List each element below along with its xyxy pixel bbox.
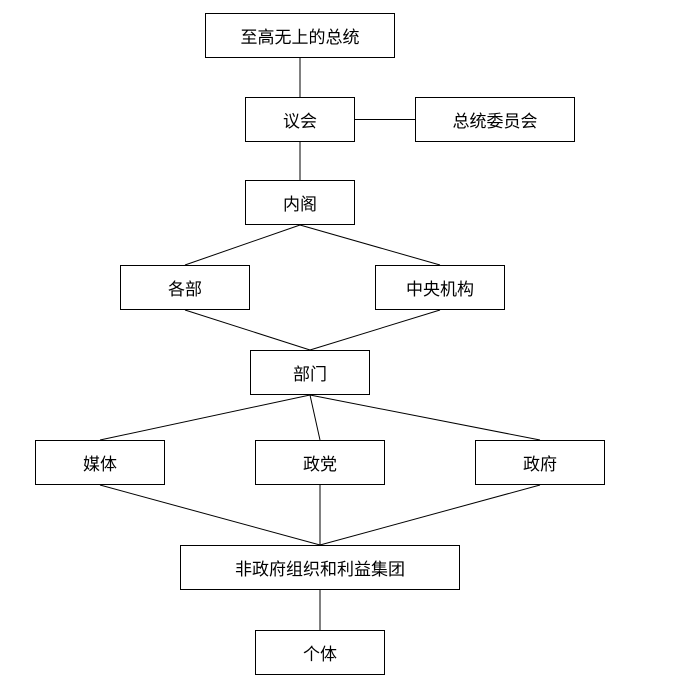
node-label: 至高无上的总统 [241, 23, 360, 48]
node-label: 个体 [303, 640, 337, 665]
node-cabinet: 内阁 [245, 180, 355, 225]
node-ministries: 各部 [120, 265, 250, 310]
node-label: 媒体 [83, 450, 117, 475]
node-central: 中央机构 [375, 265, 505, 310]
node-committee: 总统委员会 [415, 97, 575, 142]
node-label: 各部 [168, 275, 202, 300]
node-label: 内阁 [283, 190, 317, 215]
node-label: 中央机构 [406, 275, 474, 300]
node-label: 政府 [523, 450, 557, 475]
node-media: 媒体 [35, 440, 165, 485]
node-parliament: 议会 [245, 97, 355, 142]
node-label: 总统委员会 [453, 107, 538, 132]
node-label: 非政府组织和利益集团 [235, 555, 405, 580]
node-label: 政党 [303, 450, 337, 475]
node-label: 部门 [293, 360, 327, 385]
node-department: 部门 [250, 350, 370, 395]
node-government: 政府 [475, 440, 605, 485]
node-party: 政党 [255, 440, 385, 485]
node-individual: 个体 [255, 630, 385, 675]
node-label: 议会 [283, 107, 317, 132]
node-president: 至高无上的总统 [205, 13, 395, 58]
diagram-stage: 至高无上的总统 议会 总统委员会 内阁 各部 中央机构 部门 媒体 政党 政府 … [0, 0, 673, 695]
node-ngo: 非政府组织和利益集团 [180, 545, 460, 590]
